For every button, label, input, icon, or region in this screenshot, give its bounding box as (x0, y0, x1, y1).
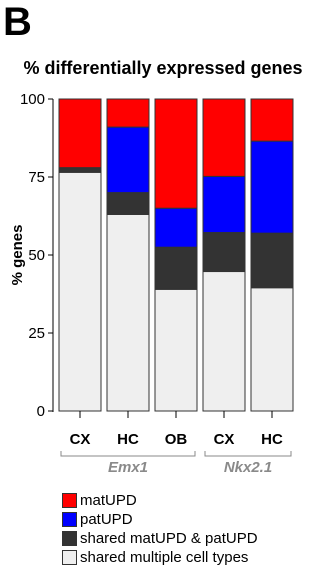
bar-segment-patupd (202, 175, 246, 234)
legend-label: matUPD (80, 492, 137, 509)
y-axis-label: % genes (9, 225, 26, 286)
x-tick-label: CX (70, 431, 91, 448)
legend-label: shared matUPD & patUPD (80, 530, 258, 547)
group-label: Nkx2.1 (224, 459, 272, 476)
legend-item-matupd: matUPD (62, 491, 258, 510)
bar-segment-matupd (202, 98, 246, 177)
bar-segment-shared-matupd-patupd (106, 192, 150, 215)
bar-segment-shared-matupd-patupd (202, 232, 246, 273)
category-groups: Emx1 Nkx2.1 (60, 451, 292, 476)
bar-segment-shared-matupd-patupd (250, 232, 294, 289)
bar-segment-patupd (106, 126, 150, 194)
bar-segment-matupd (106, 98, 150, 128)
bar-segment-matupd (250, 98, 294, 142)
legend-item-shared-multiple: shared multiple cell types (62, 548, 258, 567)
y-tick-label: 25 (28, 325, 45, 342)
group-bracket (60, 451, 196, 457)
panel-letter: B (3, 0, 32, 44)
y-tick-label: 100 (20, 91, 45, 108)
legend-swatch (62, 550, 77, 565)
bar-segment-matupd (58, 98, 102, 169)
bar-segment-shared-multiple-cell-types (58, 171, 102, 412)
bar-segment-shared-multiple-cell-types (250, 287, 294, 412)
bar-segment-patupd (154, 207, 198, 248)
y-tick-label: 0 (37, 403, 45, 420)
legend: matUPD patUPD shared matUPD & patUPD sha… (62, 491, 258, 567)
bar-segment-patupd (250, 140, 294, 234)
y-tick-label: 75 (28, 169, 45, 186)
legend-swatch (62, 512, 77, 527)
stacked-bar-chart: % genes 0 25 50 75 100 CX HC OB CX HC Emx1 Nkx2.1 (9, 91, 294, 476)
group-label: Emx1 (108, 459, 148, 476)
x-tick-label: HC (261, 431, 283, 448)
legend-label: shared multiple cell types (80, 549, 249, 566)
bar-segment-shared-matupd-patupd (58, 167, 102, 173)
bar-segment-shared-multiple-cell-types (106, 213, 150, 412)
bar-segment-shared-matupd-patupd (154, 246, 198, 290)
bars (58, 98, 294, 412)
legend-swatch (62, 531, 77, 546)
legend-swatch (62, 493, 77, 508)
x-tick-label: CX (214, 431, 235, 448)
legend-item-patupd: patUPD (62, 510, 258, 529)
x-tick-labels: CX HC OB CX HC (70, 411, 283, 448)
group-bracket (204, 451, 292, 457)
legend-label: patUPD (80, 511, 133, 528)
y-ticks: 0 25 50 75 100 (20, 91, 53, 420)
chart-title: % differentially expressed genes (23, 58, 303, 78)
legend-item-shared-mat-pat: shared matUPD & patUPD (62, 529, 258, 548)
x-tick-label: OB (165, 431, 188, 448)
bar-segment-matupd (154, 98, 198, 209)
bar-segment-shared-multiple-cell-types (202, 271, 246, 412)
bar-segment-shared-multiple-cell-types (154, 288, 198, 412)
x-tick-label: HC (117, 431, 139, 448)
y-tick-label: 50 (28, 247, 45, 264)
